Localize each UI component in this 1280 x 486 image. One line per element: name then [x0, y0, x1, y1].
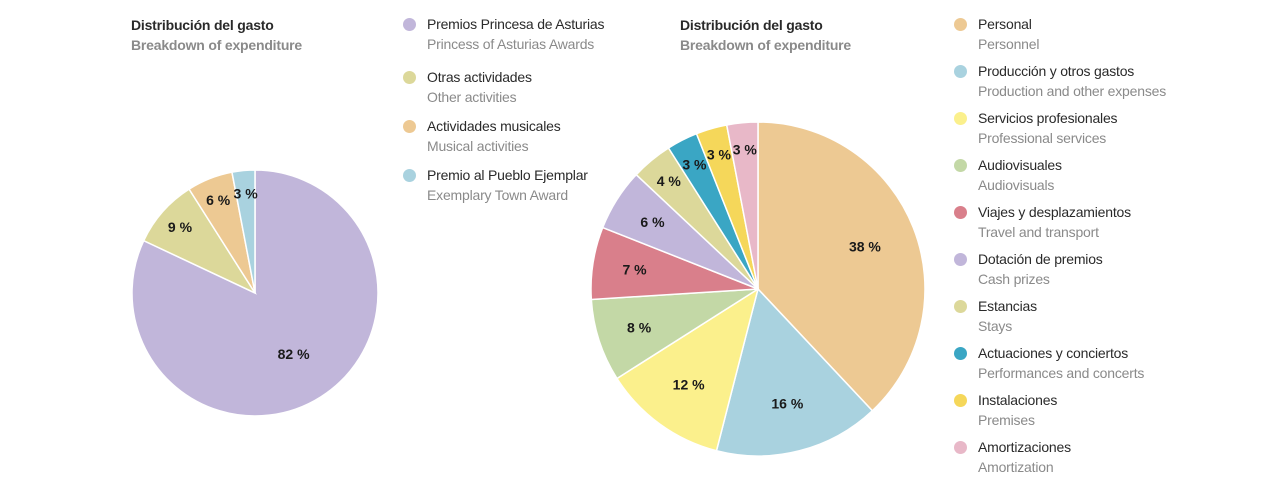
legend2-label-es: Viajes y desplazamientos	[978, 204, 1131, 220]
legend1-label-es: Otras actividades	[427, 69, 532, 85]
legend2-label-es: Dotación de premios	[978, 251, 1103, 267]
legend2-item: Audiovisuales Audiovisuals	[954, 156, 1166, 203]
chart1-title: Distribución del gasto	[131, 17, 274, 33]
pie-slice-label-1: 82 %	[278, 346, 310, 362]
legend2-label-es: Amortizaciones	[978, 439, 1071, 455]
legend1-label-en: Exemplary Town Award	[427, 187, 568, 203]
legend2-label-en: Amortization	[978, 459, 1054, 475]
chart2-legend: Personal Personnel Producción y otros ga…	[954, 15, 1166, 485]
legend1-swatch	[403, 71, 416, 84]
pie-slice-label-2: 9 %	[168, 219, 193, 235]
legend1-label-es: Actividades musicales	[427, 118, 561, 134]
chart2-subtitle: Breakdown of expenditure	[680, 37, 852, 53]
legend2-swatch	[954, 206, 967, 219]
legend1-item: Premio al Pueblo Ejemplar Exemplary Town…	[403, 166, 604, 215]
legend2-label-en: Cash prizes	[978, 271, 1050, 287]
legend2-item: Amortizaciones Amortization	[954, 438, 1166, 485]
legend2-item: Servicios profesionales Professional ser…	[954, 109, 1166, 156]
legend2-label-en: Travel and transport	[978, 224, 1099, 240]
chart1-title-block: Distribución del gasto Breakdown of expe…	[131, 17, 302, 53]
pie-slice-label-4: 3 %	[234, 185, 259, 201]
legend2-item: Producción y otros gastos Production and…	[954, 62, 1166, 109]
legend2-label-en: Premises	[978, 412, 1035, 428]
legend1-label-en: Other activities	[427, 89, 517, 105]
legend2-swatch	[954, 253, 967, 266]
legend1-label-es: Premio al Pueblo Ejemplar	[427, 167, 588, 183]
legend2-swatch	[954, 441, 967, 454]
legend2-item: Estancias Stays	[954, 297, 1166, 344]
legend2-swatch	[954, 18, 967, 31]
chart2-title-block: Distribución del gasto Breakdown of expe…	[680, 17, 851, 53]
chart1-subtitle: Breakdown of expenditure	[131, 37, 303, 53]
legend2-label-es: Actuaciones y conciertos	[978, 345, 1129, 361]
legend2-swatch	[954, 394, 967, 407]
legend1-item: Otras actividades Other activities	[403, 68, 604, 117]
legend1-swatch	[403, 18, 416, 31]
pie-slice-label-3: 6 %	[206, 192, 231, 208]
legend2-label-es: Estancias	[978, 298, 1037, 314]
legend1-label-en: Musical activities	[427, 138, 529, 154]
chart1-legend: Premios Princesa de Asturias Princess of…	[403, 15, 604, 215]
legend2-label-es: Servicios profesionales	[978, 110, 1118, 126]
legend2-label-en: Professional services	[978, 130, 1107, 146]
legend2-swatch	[954, 65, 967, 78]
legend2-label-en: Performances and concerts	[978, 365, 1145, 381]
legend2-item: Viajes y desplazamientos Travel and tran…	[954, 203, 1166, 250]
legend1-label-es: Premios Princesa de Asturias	[427, 16, 605, 32]
legend1-item: Actividades musicales Musical activities	[403, 117, 604, 166]
legend2-label-es: Personal	[978, 16, 1032, 32]
legend1-swatch	[403, 120, 416, 133]
legend2-swatch	[954, 159, 967, 172]
legend2-item: Instalaciones Premises	[954, 391, 1166, 438]
legend2-swatch	[954, 112, 967, 125]
legend2-item: Personal Personnel	[954, 15, 1166, 62]
legend1-swatch	[403, 169, 416, 182]
legend2-label-en: Audiovisuals	[978, 177, 1055, 193]
chart2-title: Distribución del gasto	[680, 17, 823, 33]
legend2-label-en: Stays	[978, 318, 1013, 334]
pie-slice-4	[231, 169, 256, 294]
legend2-label-es: Instalaciones	[978, 392, 1058, 408]
legend2-swatch	[954, 300, 967, 313]
legend2-label-en: Personnel	[978, 36, 1040, 52]
legend2-item: Dotación de premios Cash prizes	[954, 250, 1166, 297]
legend1-item: Premios Princesa de Asturias Princess of…	[403, 15, 604, 68]
legend2-swatch	[954, 347, 967, 360]
legend2-label-en: Production and other expenses	[978, 83, 1166, 99]
legend1-label-en: Princess of Asturias Awards	[427, 36, 595, 52]
legend2-label-es: Producción y otros gastos	[978, 63, 1135, 79]
legend2-label-es: Audiovisuales	[978, 157, 1062, 173]
legend2-item: Actuaciones y conciertos Performances an…	[954, 344, 1166, 391]
